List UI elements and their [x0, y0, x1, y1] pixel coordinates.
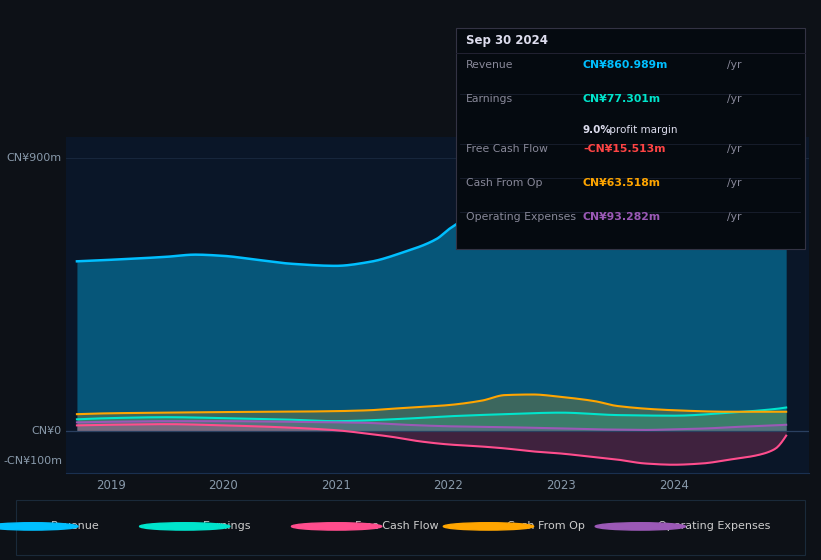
Text: CN¥77.301m: CN¥77.301m: [583, 94, 661, 104]
Text: Cash From Op: Cash From Op: [466, 178, 542, 188]
Text: CN¥0: CN¥0: [32, 426, 62, 436]
Circle shape: [443, 522, 534, 530]
Text: /yr: /yr: [727, 144, 741, 155]
Text: CN¥900m: CN¥900m: [7, 153, 62, 164]
Text: CN¥93.282m: CN¥93.282m: [583, 212, 661, 222]
Text: /yr: /yr: [727, 60, 741, 71]
Text: Revenue: Revenue: [51, 521, 99, 531]
Text: CN¥63.518m: CN¥63.518m: [583, 178, 661, 188]
Circle shape: [0, 522, 78, 530]
Text: /yr: /yr: [727, 212, 741, 222]
Circle shape: [140, 522, 230, 530]
Text: /yr: /yr: [727, 178, 741, 188]
Text: Earnings: Earnings: [203, 521, 251, 531]
Text: /yr: /yr: [727, 94, 741, 104]
Text: -CN¥15.513m: -CN¥15.513m: [583, 144, 665, 155]
Text: profit margin: profit margin: [606, 125, 677, 135]
Text: Sep 30 2024: Sep 30 2024: [466, 34, 548, 46]
Text: -CN¥100m: -CN¥100m: [3, 456, 62, 466]
Text: Operating Expenses: Operating Expenses: [658, 521, 771, 531]
Text: Cash From Op: Cash From Op: [507, 521, 585, 531]
Text: Free Cash Flow: Free Cash Flow: [355, 521, 438, 531]
Circle shape: [291, 522, 382, 530]
Text: Earnings: Earnings: [466, 94, 512, 104]
Text: Revenue: Revenue: [466, 60, 513, 71]
Circle shape: [595, 522, 686, 530]
Text: 9.0%: 9.0%: [583, 125, 612, 135]
Text: Free Cash Flow: Free Cash Flow: [466, 144, 548, 155]
Text: CN¥860.989m: CN¥860.989m: [583, 60, 668, 71]
Text: Operating Expenses: Operating Expenses: [466, 212, 576, 222]
Bar: [16, 500, 805, 554]
